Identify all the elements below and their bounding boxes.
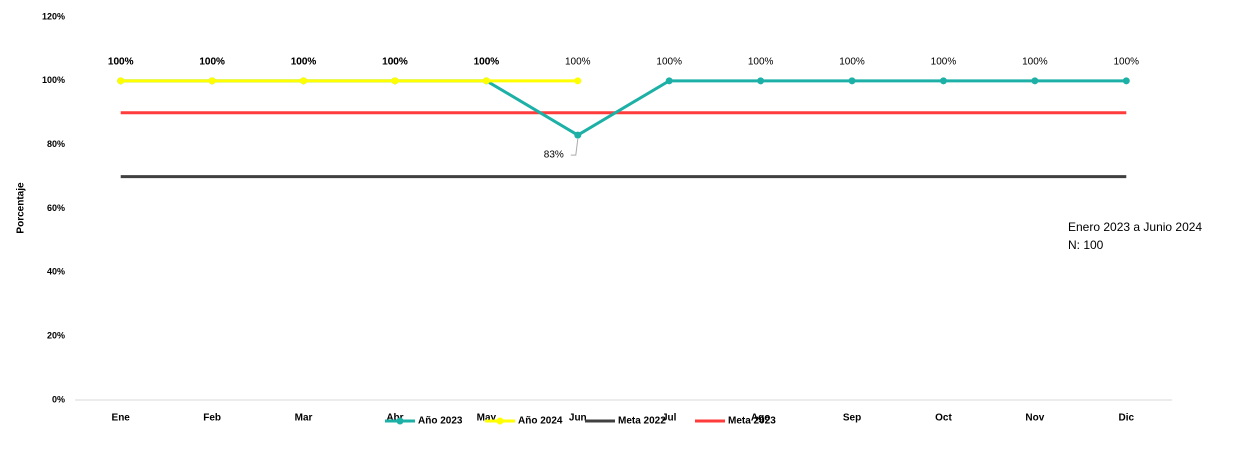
x-tick-label: May (477, 413, 497, 424)
data-label: 100% (474, 56, 500, 67)
data-label: 100% (565, 56, 591, 67)
y-tick-label: 0% (52, 394, 65, 404)
series-marker (574, 77, 582, 85)
series-marker (1031, 77, 1039, 85)
y-tick-label: 60% (47, 203, 65, 213)
x-tick-label: Jun (569, 413, 587, 424)
series-marker (757, 77, 765, 85)
y-axis-label: Porcentaje (16, 182, 27, 234)
series-marker (300, 77, 308, 85)
data-label: 100% (108, 56, 134, 67)
series-line (120, 79, 1127, 137)
legend-marker (396, 417, 404, 425)
y-tick-label: 100% (42, 75, 65, 85)
legend-label: Meta 2022 (618, 416, 666, 427)
x-tick-label: Dic (1119, 413, 1135, 424)
data-label: 100% (108, 56, 134, 67)
y-tick-label: 20% (47, 331, 65, 341)
data-label: 100% (382, 56, 408, 67)
data-label: 100% (291, 56, 317, 67)
series-marker (208, 77, 216, 85)
annotation: Enero 2023 a Junio 2024 (1068, 220, 1202, 234)
data-label: 100% (474, 56, 500, 67)
x-tick-label: Jul (662, 413, 677, 424)
data-label: 100% (291, 56, 317, 67)
annotation: N: 100 (1068, 238, 1104, 252)
data-label: 83% (544, 150, 564, 161)
x-tick-label: Nov (1025, 413, 1044, 424)
series-marker (848, 77, 856, 85)
data-label: 100% (199, 56, 225, 67)
series-marker (117, 77, 125, 85)
series-marker (574, 131, 582, 139)
x-tick-label: Mar (295, 413, 313, 424)
series-marker (1122, 77, 1130, 85)
data-label: 100% (839, 56, 865, 67)
x-tick-label: Sep (843, 413, 861, 424)
leader-line (570, 139, 579, 156)
series-marker (665, 77, 673, 85)
x-tick-label: Abr (386, 413, 403, 424)
series-marker (391, 77, 399, 85)
data-label: 100% (656, 56, 682, 67)
data-label: 100% (199, 56, 225, 67)
data-label: 100% (382, 56, 408, 67)
x-tick-label: Ene (112, 413, 131, 424)
x-tick-label: Feb (203, 413, 221, 424)
x-tick-label: Ago (751, 413, 770, 424)
y-tick-label: 80% (47, 139, 65, 149)
data-label: 100% (748, 56, 774, 67)
data-label: 100% (1022, 56, 1048, 67)
data-label: 100% (931, 56, 957, 67)
y-tick-label: 40% (47, 267, 65, 277)
series-marker (482, 77, 490, 85)
x-tick-label: Oct (935, 413, 952, 424)
data-label: 100% (1114, 56, 1140, 67)
legend-label: Meta 2023 (728, 416, 776, 427)
legend-label: Año 2024 (518, 416, 563, 427)
y-tick-label: 120% (42, 11, 65, 21)
legend-label: Año 2023 (418, 416, 463, 427)
legend-marker (496, 417, 504, 425)
series-marker (939, 77, 947, 85)
